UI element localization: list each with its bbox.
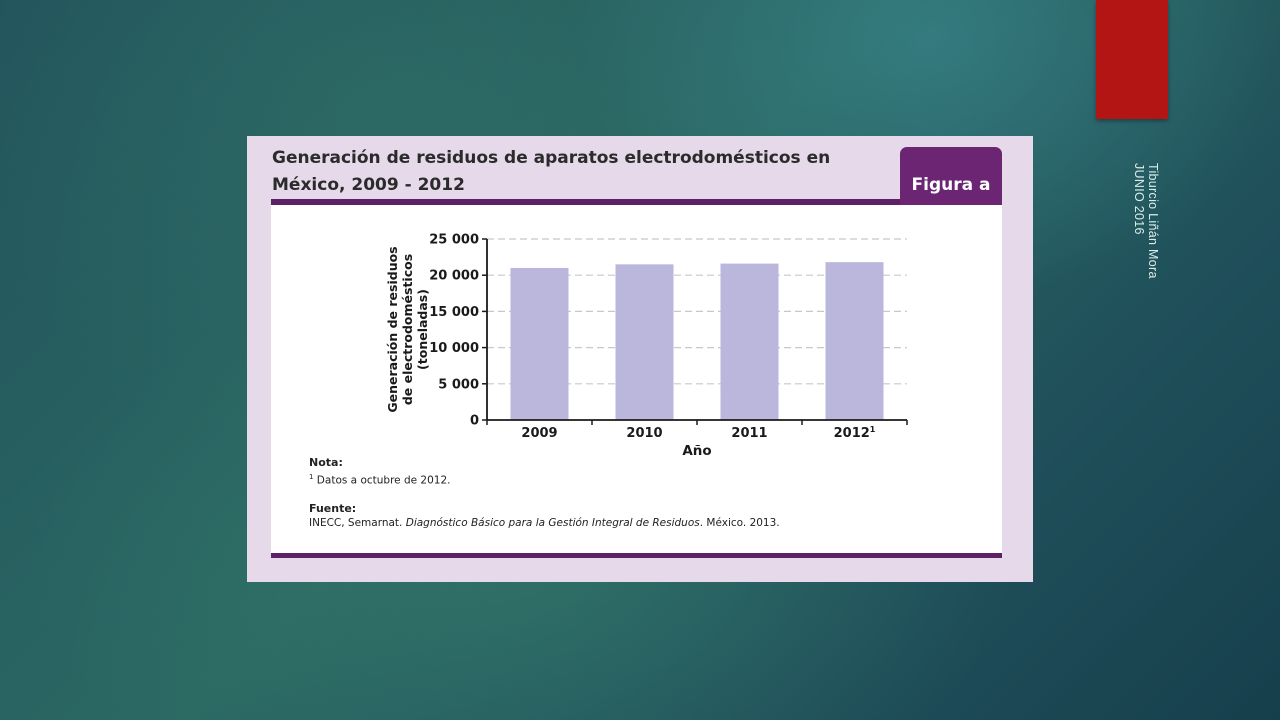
top-rule — [271, 199, 900, 205]
figure-title-line1: Generación de residuos de aparatos elect… — [272, 148, 831, 168]
note-body: Datos a octubre de 2012. — [313, 474, 451, 487]
x-tick-label: 2010 — [626, 426, 662, 441]
y-tick-label: 5 000 — [438, 377, 479, 392]
source-suffix: . México. 2013. — [699, 516, 780, 529]
author-name: Tiburcio Liñán Mora — [1146, 163, 1160, 279]
note-heading: Nota: — [309, 456, 343, 469]
bar-chart: 0 5 000 10 000 15 000 20 000 25 000 2009 2010 20… — [385, 233, 908, 455]
bottom-rule — [271, 553, 1002, 558]
bar — [615, 264, 674, 420]
chart-content-box: 0 5 000 10 000 15 000 20 000 25 000 2009 2010 20… — [271, 205, 1002, 553]
bar — [720, 263, 779, 420]
bar — [510, 267, 569, 420]
y-tick-label: 10 000 — [429, 341, 479, 356]
source-heading: Fuente: — [309, 501, 357, 515]
slide-date: JUNIO 2016 — [1132, 163, 1146, 235]
slide-footer-vertical: Tiburcio Liñán Mora JUNIO 2016 — [1132, 163, 1160, 279]
x-tick-label: 2011 — [731, 426, 767, 441]
note-superscript: 1 — [309, 473, 314, 481]
figure-notes: Nota: 1 Datos a octubre de 2012. Fuente:… — [309, 456, 989, 530]
y-axis-label: Generación de residuos de electrodoméstic… — [385, 246, 430, 412]
source-title: Diagnóstico Básico para la Gestión Integ… — [405, 516, 700, 529]
figure-badge: Figura a — [900, 147, 1002, 207]
red-accent-tab — [1096, 0, 1168, 119]
y-axis-label-line: Generación de residuos — [385, 246, 400, 412]
note-text: 1 Datos a octubre de 2012. — [309, 470, 989, 488]
figure-title: Generación de residuos de aparatos elect… — [272, 145, 832, 199]
x-axis-label: Año — [682, 443, 711, 455]
x-tick-label: 2009 — [521, 426, 557, 441]
figure-card: Generación de residuos de aparatos elect… — [247, 136, 1033, 582]
y-axis-label-line: de electrodomésticos — [400, 254, 415, 405]
bar — [825, 262, 884, 420]
y-tick-label: 15 000 — [429, 305, 479, 320]
y-tick-label: 20 000 — [429, 269, 479, 284]
figure-title-line2: México, 2009 - 2012 — [272, 175, 465, 195]
y-tick-label: 0 — [470, 414, 479, 429]
x-tick-superscript: 1 — [870, 425, 876, 434]
y-tick-label: 25 000 — [429, 233, 479, 248]
x-tick-label: 20121 — [834, 425, 876, 441]
y-axis-label-line: (toneladas) — [415, 289, 430, 370]
source-text: INECC, Semarnat. Diagnóstico Básico para… — [309, 516, 989, 530]
source-prefix: INECC, Semarnat. — [309, 516, 406, 529]
